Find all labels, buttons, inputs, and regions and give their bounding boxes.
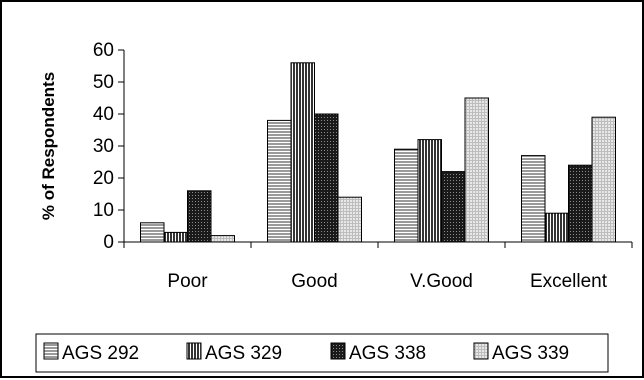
legend-label: AGS 329 — [205, 343, 282, 364]
legend: AGS 292 AGS 329 AGS 338 AGS 339 — [35, 333, 609, 373]
y-tick-label: 10 — [93, 200, 114, 221]
bar-ags-329-v-good — [417, 139, 442, 243]
bar-ags-338-poor — [187, 190, 212, 243]
bar-ags-338-good — [314, 113, 339, 243]
x-tick-label: Excellent — [530, 271, 608, 292]
bar-ags-339-v-good — [464, 97, 489, 243]
x-axis: Poor Good V.Good Excellent — [167, 271, 607, 292]
legend-swatch — [186, 342, 202, 360]
plot-area — [140, 62, 616, 243]
bar-ags-329-poor — [163, 231, 188, 243]
y-tick-label: 30 — [93, 136, 114, 157]
axes — [123, 50, 633, 248]
y-axis-label: % of Respondents — [39, 72, 58, 220]
bar-ags-339-excellent — [591, 116, 616, 243]
legend-box — [35, 333, 609, 373]
bar-ags-292-poor — [140, 222, 165, 243]
legend-swatch — [473, 342, 489, 360]
bar-ags-292-v-good — [394, 148, 419, 243]
y-tick-label: 0 — [103, 232, 114, 253]
x-tick-label: Good — [291, 271, 337, 292]
legend-label: AGS 292 — [62, 343, 139, 364]
x-tick-label: V.Good — [410, 271, 473, 292]
bar-ags-329-excellent — [544, 212, 569, 243]
legend-label: AGS 338 — [349, 343, 426, 364]
bar-ags-339-poor — [210, 235, 235, 243]
y-tick-label: 20 — [93, 168, 114, 189]
y-tick-label: 50 — [93, 72, 114, 93]
bar-ags-338-v-good — [441, 171, 466, 243]
y-tick-label: 60 — [93, 40, 114, 61]
y-axis: 0 10 20 30 40 50 60 — [93, 40, 124, 253]
legend-swatch — [43, 342, 59, 360]
bar-ags-292-good — [267, 119, 292, 243]
x-tick-label: Poor — [167, 271, 208, 292]
bar-ags-292-excellent — [521, 155, 546, 243]
bar-ags-329-good — [290, 62, 315, 243]
bar-ags-338-excellent — [568, 164, 593, 243]
y-tick-label: 40 — [93, 104, 114, 125]
legend-label: AGS 339 — [492, 343, 569, 364]
bar-ags-339-good — [337, 196, 362, 243]
legend-swatch — [330, 342, 346, 360]
